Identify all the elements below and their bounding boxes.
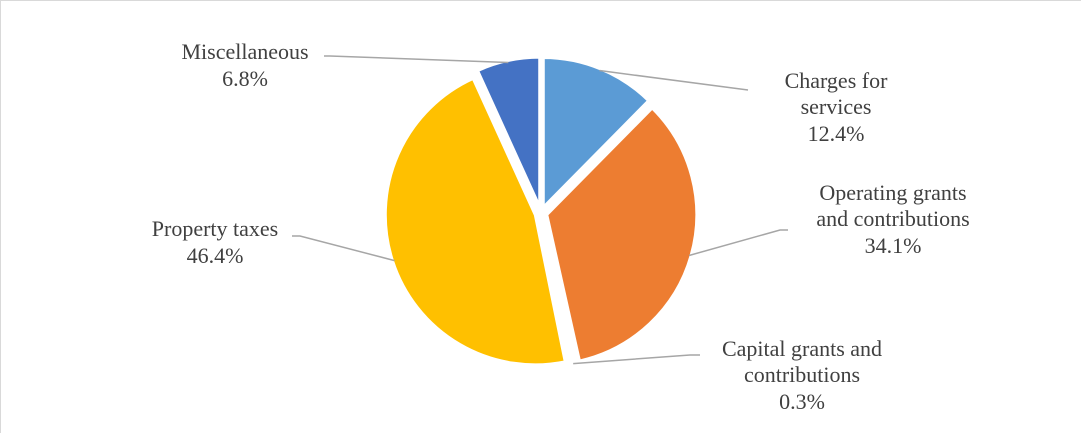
label-capital-line1: Capital grants and [722, 336, 882, 361]
label-charges-line1: Charges for [785, 68, 889, 93]
label-charges-line2: services [801, 94, 872, 119]
leader-lines [292, 55, 788, 365]
label-operating-line1: Operating grants [819, 180, 966, 205]
leader-capital [573, 354, 700, 365]
label-property-line1: Property taxes [152, 216, 278, 241]
leader-property [292, 235, 395, 262]
label-misc-line1: Miscellaneous [181, 39, 308, 64]
label-operating-line2: and contributions [816, 206, 969, 231]
label-property-percent: 46.4% [187, 243, 244, 268]
label-operating-percent: 34.1% [865, 233, 922, 258]
slice-charges-for-services [541, 55, 651, 212]
slice-operating-grants [545, 105, 699, 363]
label-misc-percent: 6.8% [222, 66, 268, 91]
label-charges-percent: 12.4% [808, 121, 865, 146]
slice-miscellaneous [475, 55, 542, 208]
slice-property-taxes [383, 76, 568, 367]
leader-misc [324, 55, 509, 64]
leader-charges [599, 69, 749, 91]
label-capital-line2: contributions [744, 362, 860, 387]
slice-capital-grants [540, 218, 577, 368]
label-capital-percent: 0.3% [779, 389, 825, 414]
pie-slices [383, 55, 699, 368]
leader-operating [688, 229, 788, 257]
